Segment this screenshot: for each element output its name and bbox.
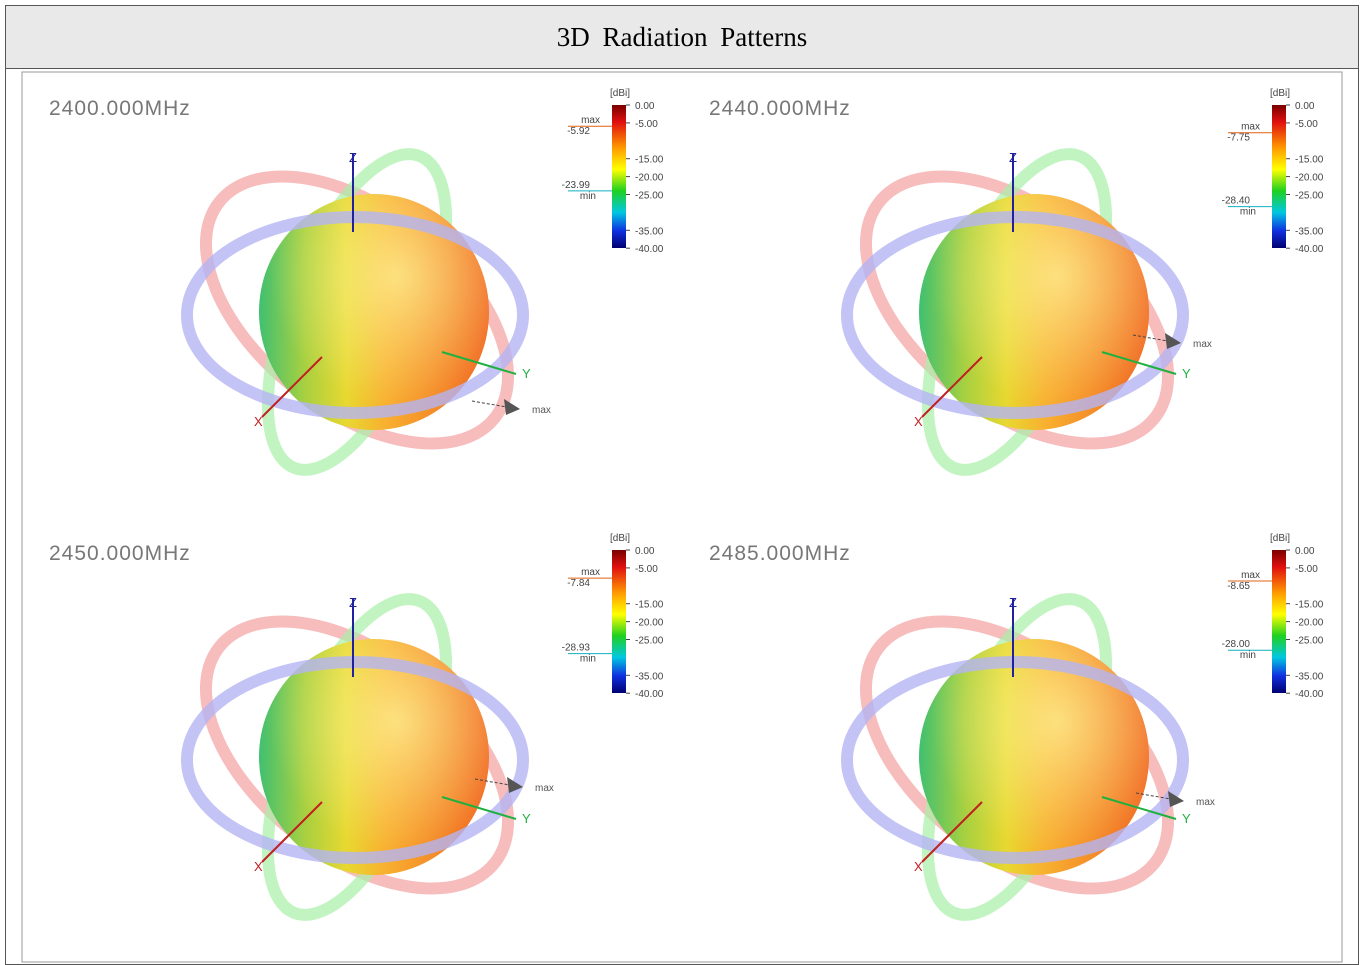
axis-z-label: Z xyxy=(1009,595,1017,610)
axis-z-label: Z xyxy=(349,150,357,165)
frequency-label: 2450.000MHz xyxy=(49,542,191,565)
min-label: min xyxy=(580,654,596,665)
scale-tick-label: 0.00 xyxy=(1295,546,1315,557)
scale-tick-label: -35.00 xyxy=(635,226,664,237)
scale-tick-label: -20.00 xyxy=(635,618,664,629)
min-label: min xyxy=(1240,650,1256,661)
page: 3D Radiation Patterns 2400.000MHzZYXmax[… xyxy=(0,0,1364,965)
scale-unit: [dBi] xyxy=(1270,88,1290,99)
scale-tick-label: -25.00 xyxy=(1295,636,1324,647)
scale-tick-label: -40.00 xyxy=(1295,689,1324,700)
scale-tick-label: -25.00 xyxy=(1295,191,1324,202)
axis-x-label: X xyxy=(254,859,263,874)
scale-tick-label: 0.00 xyxy=(635,546,655,557)
color-bar xyxy=(1272,105,1286,248)
scale-tick-label: -5.00 xyxy=(1295,564,1318,575)
scale-unit: [dBi] xyxy=(610,533,630,544)
axis-x-label: X xyxy=(914,414,923,429)
max-pointer-label: max xyxy=(1193,339,1212,350)
min-label: min xyxy=(1240,207,1256,218)
scale-unit: [dBi] xyxy=(610,88,630,99)
max-label: max xyxy=(1241,570,1260,581)
scale-tick-label: -40.00 xyxy=(1295,244,1324,255)
scale-tick-label: -25.00 xyxy=(635,191,664,202)
color-bar xyxy=(612,105,626,248)
min-value: -23.99 xyxy=(562,180,591,191)
axis-y-label: Y xyxy=(1182,811,1191,826)
axis-z-label: Z xyxy=(349,595,357,610)
max-label: max xyxy=(581,115,600,126)
scale-tick-label: -20.00 xyxy=(1295,173,1324,184)
scale-tick-label: -15.00 xyxy=(1295,600,1324,611)
max-label: max xyxy=(581,567,600,578)
axis-y-label: Y xyxy=(522,366,531,381)
min-value: -28.93 xyxy=(562,643,591,654)
scale-tick-label: -25.00 xyxy=(635,636,664,647)
max-value: -8.65 xyxy=(1227,581,1250,592)
max-value: -7.84 xyxy=(567,578,590,589)
scale-tick-label: -5.00 xyxy=(1295,119,1318,130)
max-value: -5.92 xyxy=(567,126,590,137)
axis-y-label: Y xyxy=(522,811,531,826)
scale-tick-label: -35.00 xyxy=(635,671,664,682)
figure: 2400.000MHz Z Y Xmax [dBi] 0.00 -5.00 -15.00 -20… xyxy=(0,0,1364,965)
scale-tick-label: 0.00 xyxy=(635,101,655,112)
scale-tick-label: -15.00 xyxy=(635,600,664,611)
frequency-label: 2485.000MHz xyxy=(709,542,851,565)
min-value: -28.00 xyxy=(1222,639,1251,650)
scale-tick-label: -40.00 xyxy=(635,244,664,255)
axis-x-label: X xyxy=(254,414,263,429)
scale-tick-label: -20.00 xyxy=(1295,618,1324,629)
color-bar xyxy=(612,550,626,693)
max-pointer-arrow xyxy=(504,399,520,415)
max-value: -7.75 xyxy=(1227,133,1250,144)
scale-tick-label: 0.00 xyxy=(1295,101,1315,112)
scale-unit: [dBi] xyxy=(1270,533,1290,544)
scale-tick-label: -15.00 xyxy=(635,155,664,166)
min-value: -28.40 xyxy=(1222,196,1251,207)
axis-y-label: Y xyxy=(1182,366,1191,381)
axis-x-label: X xyxy=(914,859,923,874)
frequency-label: 2440.000MHz xyxy=(709,97,851,120)
scale-tick-label: -5.00 xyxy=(635,564,658,575)
scale-tick-label: -40.00 xyxy=(635,689,664,700)
color-bar xyxy=(1272,550,1286,693)
axis-z-label: Z xyxy=(1009,150,1017,165)
frequency-label: 2400.000MHz xyxy=(49,97,191,120)
scale-tick-label: -35.00 xyxy=(1295,671,1324,682)
max-label: max xyxy=(1241,122,1260,133)
scale-tick-label: -20.00 xyxy=(635,173,664,184)
max-pointer-label: max xyxy=(1196,797,1215,808)
min-label: min xyxy=(580,191,596,202)
max-pointer-label: max xyxy=(532,405,551,416)
scale-tick-label: -5.00 xyxy=(635,119,658,130)
max-pointer-label: max xyxy=(535,783,554,794)
scale-tick-label: -15.00 xyxy=(1295,155,1324,166)
scale-tick-label: -35.00 xyxy=(1295,226,1324,237)
